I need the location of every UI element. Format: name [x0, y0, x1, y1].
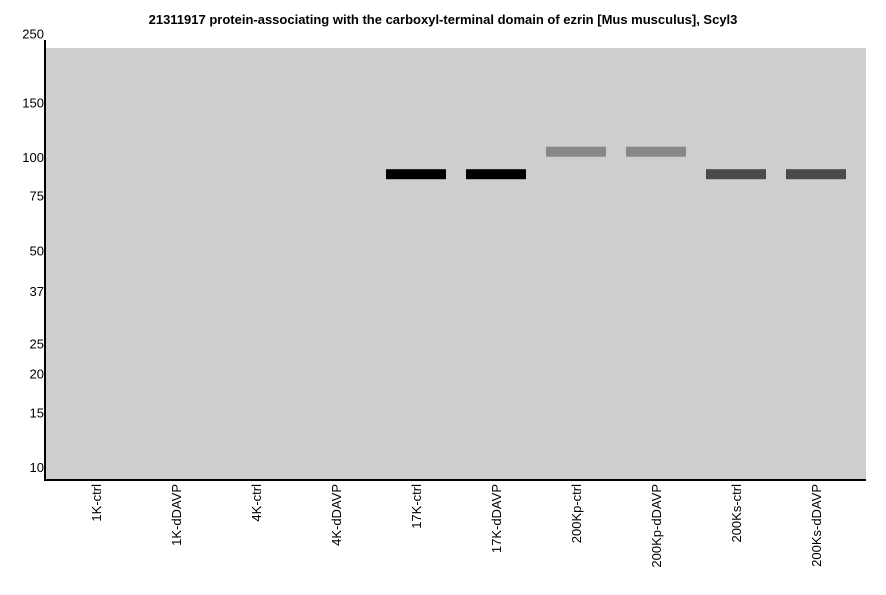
lane-label: 200Ks-ctrl [729, 484, 744, 543]
y-tick-label: 150 [22, 95, 44, 110]
lane-label: 17K-ctrl [409, 484, 424, 529]
blot-background [46, 48, 866, 480]
band [466, 169, 526, 180]
lane-label: 4K-dDAVP [329, 484, 344, 546]
y-tick-label: 75 [30, 189, 44, 204]
band [786, 169, 846, 180]
lane-label: 200Kp-ctrl [569, 484, 584, 543]
y-tick-label: 15 [30, 405, 44, 420]
chart-title: 21311917 protein-associating with the ca… [149, 12, 738, 27]
band [546, 146, 606, 157]
y-tick-label: 250 [22, 27, 44, 42]
lane-label: 1K-ctrl [89, 484, 104, 522]
y-tick-labels: 250 150 100 75 50 37 25 20 15 10 [22, 27, 44, 475]
y-tick-label: 100 [22, 150, 44, 165]
y-tick-label: 10 [30, 460, 44, 475]
lane-label: 200Ks-dDAVP [809, 484, 824, 567]
lane-label: 1K-dDAVP [169, 484, 184, 546]
y-tick-label: 37 [30, 284, 44, 299]
y-tick-label: 20 [30, 367, 44, 382]
lane-labels: 1K-ctrl 1K-dDAVP 4K-ctrl 4K-dDAVP 17K-ctrl 17… [89, 484, 824, 568]
band [386, 169, 446, 180]
band [706, 169, 766, 180]
lane-label: 4K-ctrl [249, 484, 264, 522]
y-tick-label: 50 [30, 243, 44, 258]
band [626, 146, 686, 157]
lane-label: 200Kp-dDAVP [649, 484, 664, 568]
lane-label: 17K-dDAVP [489, 484, 504, 553]
y-tick-label: 25 [30, 337, 44, 352]
bands-layer [386, 146, 846, 180]
